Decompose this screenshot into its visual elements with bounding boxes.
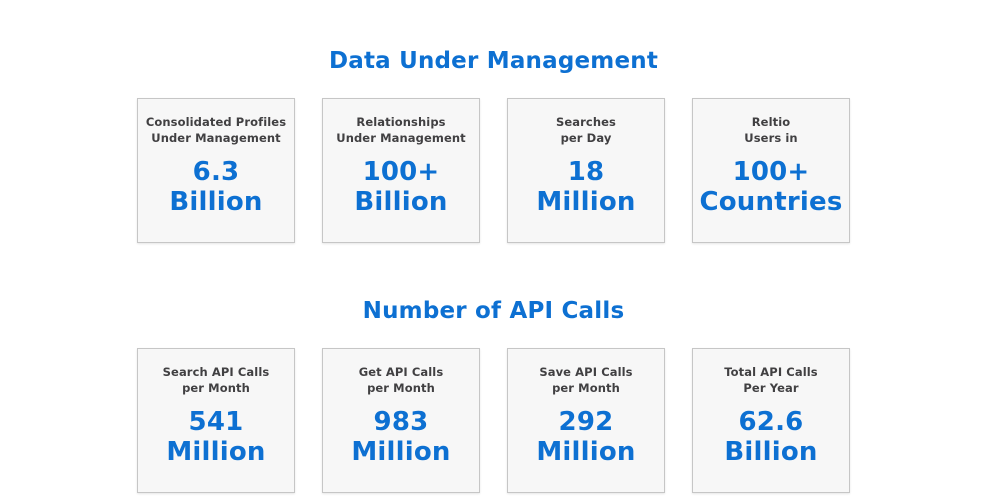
stat-card-value-unit: Billion <box>354 187 448 218</box>
cards-row-data-under-management: Consolidated Profiles Under Management 6… <box>0 98 987 244</box>
stat-card-label-line2: per Month <box>367 381 435 396</box>
stat-card-label: Reltio Users in <box>744 114 797 146</box>
stat-card-value-number: 100+ <box>362 157 440 188</box>
stat-card-relationships: Relationships Under Management 100+ Bill… <box>322 98 480 244</box>
stat-card-get-api-calls: Get API Calls per Month 983 Million <box>322 348 480 494</box>
stat-card-label-line2: Users in <box>744 131 798 146</box>
stat-card-label: Get API Calls per Month <box>359 364 444 396</box>
stat-card-search-api-calls: Search API Calls per Month 541 Million <box>137 348 295 494</box>
cards-row-api-calls: Search API Calls per Month 541 Million G… <box>0 348 987 494</box>
stat-card-value: 100+ Billion <box>354 157 447 217</box>
stat-card-label: Relationships Under Management <box>336 114 465 146</box>
stat-card-label-line1: Searches <box>556 115 616 130</box>
stat-card-label-line1: Consolidated Profiles <box>145 115 287 130</box>
stat-card-label: Save API Calls per Month <box>539 364 632 396</box>
stat-card-value-number: 292 <box>558 407 614 438</box>
stat-card-label-line2: Under Management <box>336 131 466 146</box>
stat-card-value-unit: Countries <box>699 187 843 218</box>
stat-card-value-unit: Million <box>166 437 266 468</box>
stat-card-value-unit: Billion <box>724 437 818 468</box>
section-title-number-of-api-calls: Number of API Calls <box>362 298 625 325</box>
stat-card-label-line2: per Day <box>560 131 612 146</box>
stat-card-value: 62.6 Billion <box>724 407 817 467</box>
stat-card-value: 18 Million <box>536 157 635 217</box>
stat-card-value-unit: Million <box>536 187 636 218</box>
stat-card-value-number: 62.6 <box>738 407 804 438</box>
stat-card-value: 100+ Countries <box>699 157 842 217</box>
stat-card-label-line2: per Month <box>182 381 250 396</box>
stat-card-value-number: 100+ <box>732 157 810 188</box>
stat-card-label-line1: Save API Calls <box>539 365 633 380</box>
stat-card-label-line2: Under Management <box>151 131 281 146</box>
stat-card-consolidated-profiles: Consolidated Profiles Under Management 6… <box>137 98 295 244</box>
stat-card-value: 983 Million <box>351 407 450 467</box>
stat-card-label-line1: Search API Calls <box>162 365 270 380</box>
stat-card-value-number: 541 <box>188 407 244 438</box>
stat-card-value-unit: Million <box>351 437 451 468</box>
stat-card-label-line1: Reltio <box>751 115 791 130</box>
stat-card-value: 292 Million <box>536 407 635 467</box>
stat-card-value-unit: Million <box>536 437 636 468</box>
stat-card-value-number: 6.3 <box>192 157 240 188</box>
stat-card-total-api-calls: Total API Calls Per Year 62.6 Billion <box>692 348 850 494</box>
stat-card-value: 6.3 Billion <box>169 157 262 217</box>
stat-card-value-number: 18 <box>567 157 605 188</box>
stat-card-label-line1: Relationships <box>356 115 446 130</box>
stat-card-label-line2: per Month <box>552 381 620 396</box>
stat-card-label-line1: Get API Calls <box>358 365 444 380</box>
stat-card-value: 541 Million <box>166 407 265 467</box>
stat-card-searches-per-day: Searches per Day 18 Million <box>507 98 665 244</box>
stat-card-save-api-calls: Save API Calls per Month 292 Million <box>507 348 665 494</box>
stat-card-value-unit: Billion <box>169 187 263 218</box>
stat-card-label: Searches per Day <box>556 114 616 146</box>
stat-card-label-line2: Per Year <box>743 381 799 396</box>
section-title-data-under-management: Data Under Management <box>328 48 659 75</box>
stat-card-label-line1: Total API Calls <box>724 365 818 380</box>
stat-card-label: Consolidated Profiles Under Management <box>146 114 286 146</box>
stat-card-value-number: 983 <box>373 407 429 438</box>
stat-card-label: Total API Calls Per Year <box>724 364 817 396</box>
stat-card-reltio-users: Reltio Users in 100+ Countries <box>692 98 850 244</box>
stat-card-label: Search API Calls per Month <box>163 364 270 396</box>
